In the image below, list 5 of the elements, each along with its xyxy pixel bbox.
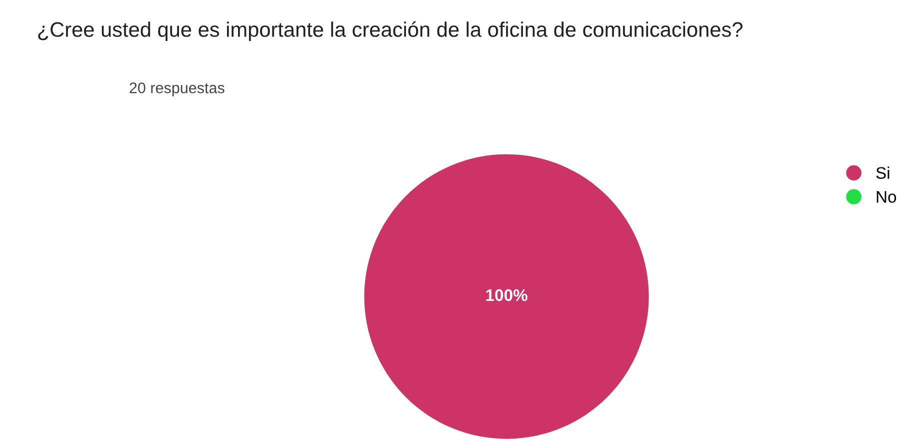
text: 20 respuestas: [130, 82, 224, 96]
legend-label: No: [876, 191, 896, 203]
data-label: 100%: [486, 289, 528, 302]
chart-title: ¿Cree usted que es importante la creación de la oficina de comunicaciones?: [38, 21, 742, 42]
legend-label: Si: [876, 166, 890, 179]
